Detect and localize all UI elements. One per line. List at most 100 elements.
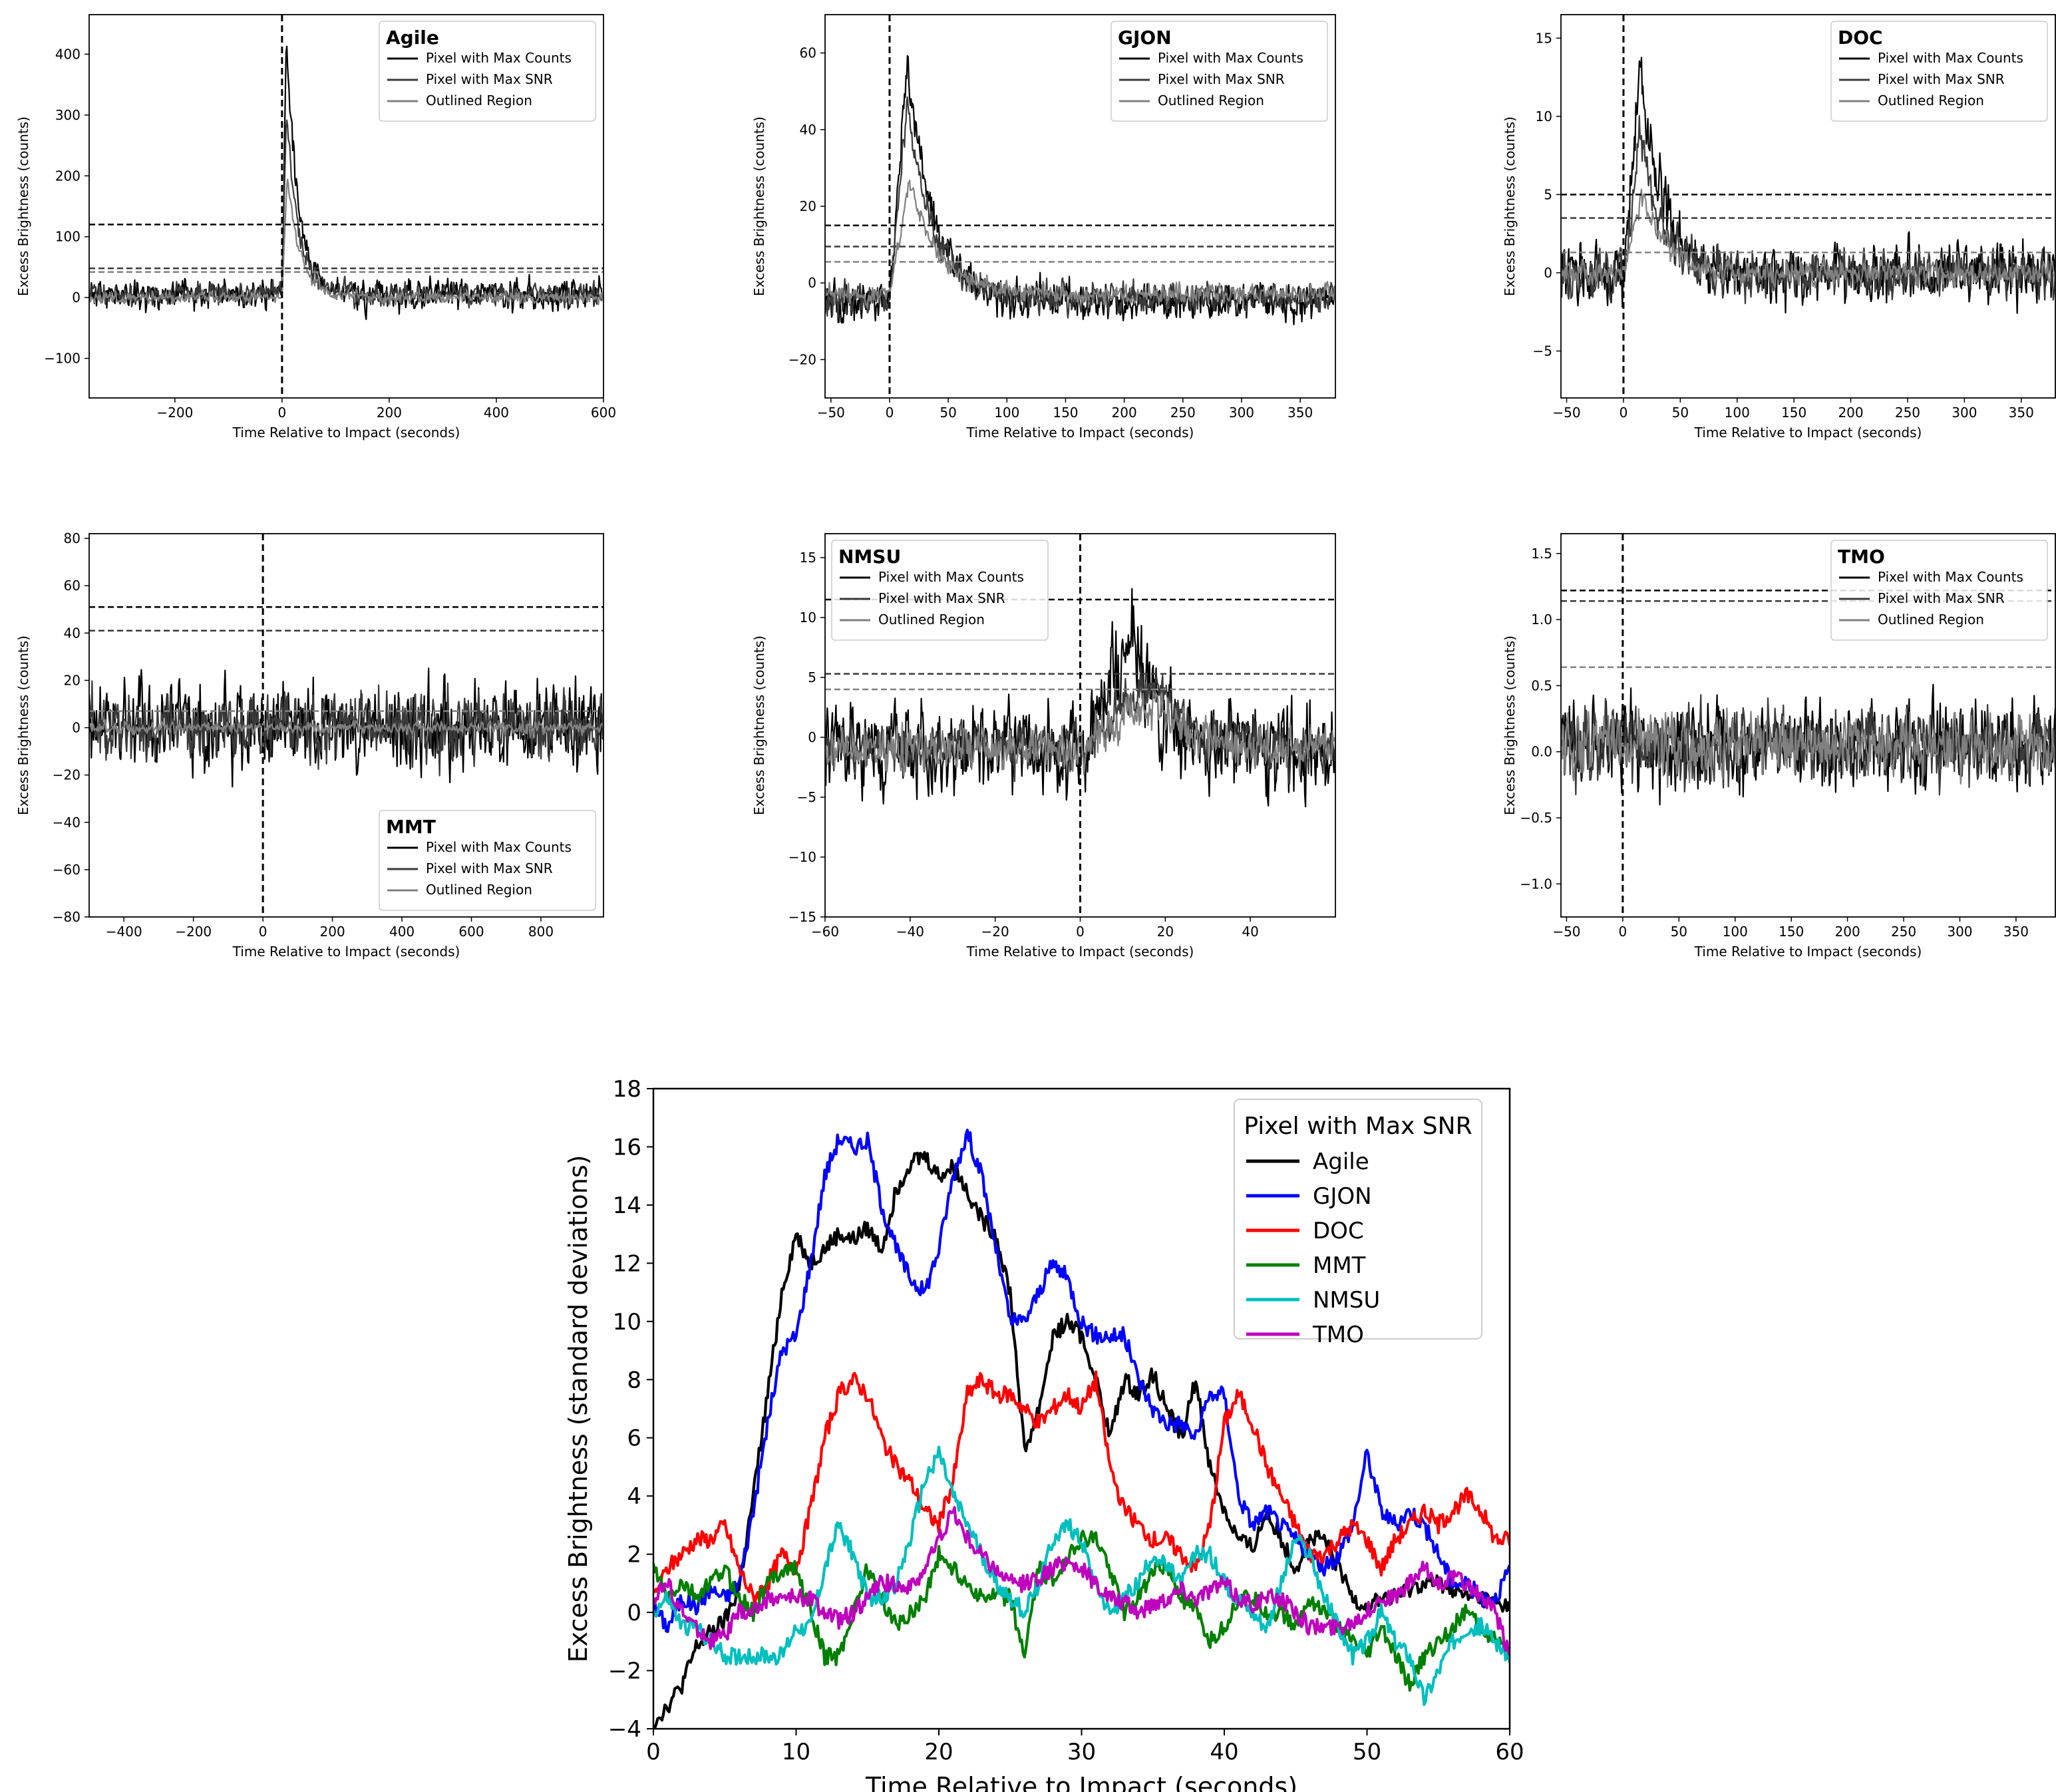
x-tick-label: 800 bbox=[528, 924, 554, 940]
y-tick-label: 100 bbox=[55, 229, 81, 245]
x-axis-label: Time Relative to Impact (seconds) bbox=[966, 425, 1194, 441]
x-tick-label: −50 bbox=[817, 405, 845, 421]
y-tick-label: 10 bbox=[1536, 108, 1552, 124]
x-tick-label: 50 bbox=[1672, 405, 1689, 421]
x-tick-label: 50 bbox=[1353, 1739, 1381, 1765]
legend-entry: DOC bbox=[1313, 1218, 1364, 1244]
series-line bbox=[1561, 114, 2055, 305]
x-tick-label: 200 bbox=[377, 405, 402, 421]
x-tick-label: 100 bbox=[1725, 405, 1750, 421]
y-tick-label: 80 bbox=[64, 530, 81, 546]
legend-box bbox=[831, 540, 1049, 641]
legend-entry: Outlined Region bbox=[426, 92, 532, 108]
y-tick-label: 10 bbox=[800, 610, 816, 626]
legend-entry: Pixel with Max Counts bbox=[426, 50, 572, 66]
axes-frame bbox=[652, 1087, 1511, 1730]
x-tick-label: −20 bbox=[981, 924, 1009, 940]
x-tick-label: −400 bbox=[106, 924, 142, 940]
x-tick-label: 200 bbox=[1112, 405, 1137, 421]
plot-area bbox=[89, 15, 603, 398]
panel-gjon: −50 0 50 100 150 200 250 300 350 −20 0 20 40 60 Time R… bbox=[751, 14, 1336, 441]
y-tick-label: −40 bbox=[53, 814, 81, 830]
x-axis-label: Time Relative to Impact (seconds) bbox=[966, 944, 1194, 960]
y-tick-label: 8 bbox=[627, 1367, 641, 1393]
y-axis-label: Excess Brightness (counts) bbox=[751, 635, 767, 815]
x-tick-label: 300 bbox=[1947, 924, 1972, 940]
panel-label: MMT bbox=[386, 816, 436, 838]
x-tick-label: 150 bbox=[1781, 405, 1806, 421]
y-tick-label: 20 bbox=[800, 198, 816, 214]
y-tick-label: 0 bbox=[72, 720, 81, 736]
x-tick-label: 300 bbox=[1229, 405, 1254, 421]
y-tick-label: 0.5 bbox=[1531, 677, 1552, 693]
legend-entry: Pixel with Max Counts bbox=[878, 569, 1024, 585]
legend-entry: NMSU bbox=[1313, 1287, 1380, 1314]
x-tick-label: −50 bbox=[1552, 405, 1580, 421]
y-tick-label: 0 bbox=[1544, 265, 1552, 281]
panel-label: GJON bbox=[1118, 27, 1172, 49]
y-tick-label: 60 bbox=[64, 578, 81, 594]
y-axis-label: Excess Brightness (counts) bbox=[1502, 116, 1518, 296]
y-tick-label: −20 bbox=[788, 351, 816, 367]
legend-entry: Outlined Region bbox=[878, 612, 985, 627]
legend-box bbox=[379, 810, 596, 911]
series-line bbox=[89, 680, 603, 777]
y-tick-label: 12 bbox=[613, 1250, 641, 1277]
x-tick-label: −200 bbox=[175, 924, 212, 940]
y-tick-label: 0 bbox=[808, 275, 816, 291]
legend-entry: Pixel with Max SNR bbox=[878, 590, 1005, 606]
x-tick-label: 200 bbox=[1838, 405, 1863, 421]
series-line-nmsu bbox=[653, 1445, 1510, 1706]
series-line-tmo bbox=[653, 1506, 1510, 1656]
y-tick-label: 4 bbox=[627, 1483, 641, 1510]
x-tick-label: 250 bbox=[1891, 924, 1916, 940]
series-line bbox=[1561, 188, 2055, 289]
y-tick-label: −100 bbox=[44, 351, 81, 367]
x-tick-label: 0 bbox=[886, 405, 894, 421]
axes-frame bbox=[1560, 14, 2056, 399]
x-tick-label: 150 bbox=[1053, 405, 1078, 421]
series-line bbox=[89, 178, 603, 305]
legend-entry: Outlined Region bbox=[1878, 92, 1984, 108]
legend-entry: Pixel with Max SNR bbox=[1878, 590, 2005, 606]
y-tick-label: 60 bbox=[800, 45, 816, 61]
legend-box bbox=[1111, 21, 1328, 122]
legend-entry: Outlined Region bbox=[426, 882, 532, 898]
x-tick-label: 350 bbox=[1287, 405, 1313, 421]
x-tick-label: 400 bbox=[484, 405, 509, 421]
plot-area bbox=[89, 534, 603, 917]
legend-box bbox=[379, 21, 596, 122]
x-tick-label: 0 bbox=[1619, 924, 1628, 940]
panel-label: DOC bbox=[1838, 27, 1883, 49]
x-tick-label: −40 bbox=[896, 924, 924, 940]
legend-entry: MMT bbox=[1313, 1252, 1366, 1279]
x-axis-label: Time Relative to Impact (seconds) bbox=[232, 944, 460, 960]
y-tick-label: −60 bbox=[53, 862, 81, 878]
axes-frame bbox=[88, 14, 604, 399]
x-axis-label: Time Relative to Impact (seconds) bbox=[1694, 425, 1922, 441]
legend-entry: Pixel with Max Counts bbox=[426, 839, 572, 855]
plot-area bbox=[653, 1129, 1510, 1729]
x-tick-label: 400 bbox=[389, 924, 415, 940]
y-tick-label: 16 bbox=[613, 1134, 641, 1161]
x-tick-label: 250 bbox=[1170, 405, 1196, 421]
y-tick-label: 2 bbox=[627, 1542, 641, 1568]
axes-frame bbox=[824, 533, 1336, 918]
x-tick-label: 30 bbox=[1067, 1739, 1096, 1765]
panel-agile: −200 0 200 400 600 −100 0 100 200 300 400 Time Rela… bbox=[15, 14, 616, 441]
y-axis-label: Excess Brightness (counts) bbox=[751, 116, 767, 296]
legend-entry: Pixel with Max SNR bbox=[426, 860, 553, 876]
y-axis-label: Excess Brightness (standard deviations) bbox=[564, 1155, 593, 1663]
panel-tmo: −50 0 50 100 150 200 250 300 350 −1.0 −0.5 0.0 0.5 1.… bbox=[1502, 533, 2056, 960]
series-line-gjon bbox=[653, 1129, 1510, 1634]
panel-mmt: −400 −200 0 200 400 600 800−80−60−40−200204060… bbox=[15, 530, 604, 960]
y-tick-label: −4 bbox=[608, 1716, 641, 1743]
x-tick-label: 100 bbox=[994, 405, 1019, 421]
y-tick-label: −80 bbox=[53, 909, 81, 925]
x-tick-label: 50 bbox=[940, 405, 956, 421]
